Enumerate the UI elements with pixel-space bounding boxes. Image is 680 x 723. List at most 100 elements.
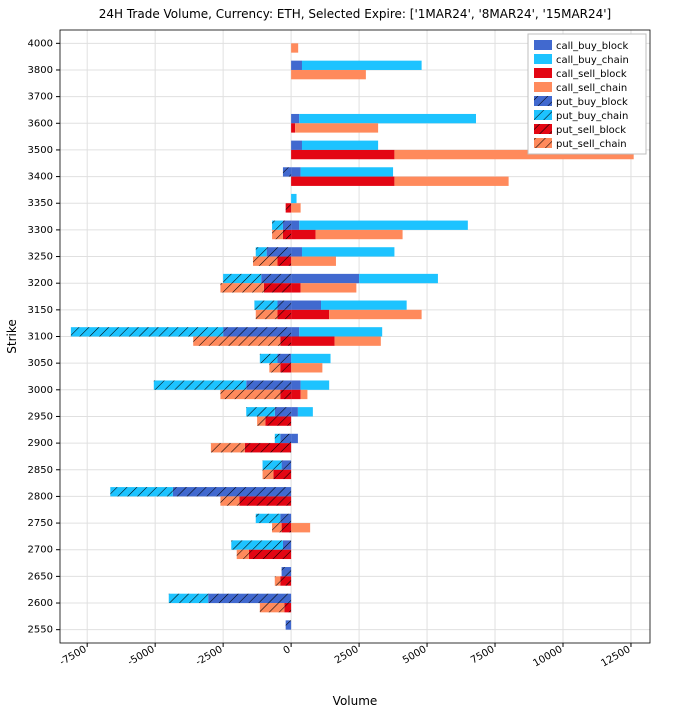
bar-put_buy_chain	[246, 407, 275, 416]
legend-label: call_buy_chain	[556, 55, 629, 66]
ytick-label: 3600	[28, 118, 53, 129]
bar-put_sell_block	[278, 257, 292, 266]
chart-container: 4000380037003600350034003350330032503200…	[0, 0, 680, 723]
legend-label: put_buy_chain	[556, 111, 628, 122]
bar-call_buy_block	[291, 141, 302, 150]
legend-label: call_buy_block	[556, 41, 629, 52]
bar-put_sell_chain	[275, 576, 280, 585]
bar-put_buy_block	[278, 354, 292, 363]
legend-label: call_sell_block	[556, 69, 627, 80]
bar-call_buy_chain	[299, 114, 476, 123]
bar-put_buy_block	[280, 434, 291, 443]
bar-put_buy_chain	[71, 327, 223, 336]
bar-put_buy_block	[282, 567, 292, 576]
bar-put_sell_chain	[220, 390, 280, 399]
bar-call_buy_chain	[298, 407, 313, 416]
bar-call_sell_block	[291, 310, 329, 319]
ytick-label: 2850	[28, 465, 53, 476]
legend-swatch	[534, 110, 552, 120]
bar-put_sell_chain	[220, 283, 264, 292]
bar-put_sell_block	[286, 203, 291, 212]
bar-call_buy_chain	[299, 327, 382, 336]
ytick-label: 3000	[28, 385, 53, 396]
bar-put_sell_chain	[193, 337, 280, 346]
bar-call_sell_block	[291, 123, 295, 132]
bar-call_buy_block	[291, 221, 299, 230]
bar-call_sell_chain	[291, 257, 336, 266]
bar-call_buy_chain	[301, 167, 393, 176]
bar-put_buy_chain	[260, 354, 278, 363]
bar-put_buy_block	[280, 514, 291, 523]
y-axis-label: Strike	[5, 319, 19, 354]
bar-put_buy_block	[261, 274, 291, 283]
bar-call_sell_block	[291, 337, 335, 346]
ytick-label: 3200	[28, 278, 53, 289]
bar-call_buy_block	[291, 114, 299, 123]
bar-put_buy_chain	[254, 301, 277, 310]
bar-put_buy_block	[283, 221, 291, 230]
bar-put_sell_block	[265, 416, 291, 425]
bar-call_buy_block	[291, 301, 321, 310]
bar-put_buy_chain	[110, 487, 173, 496]
bar-put_sell_chain	[260, 603, 284, 612]
bar-call_sell_chain	[291, 43, 298, 52]
bar-put_sell_block	[282, 523, 292, 532]
bar-put_sell_chain	[220, 496, 239, 505]
bar-call_buy_block	[291, 327, 299, 336]
volume-strike-chart: 4000380037003600350034003350330032503200…	[0, 0, 680, 723]
bar-call_buy_chain	[299, 221, 468, 230]
bar-put_buy_block	[283, 167, 291, 176]
bar-put_sell_chain	[272, 523, 282, 532]
ytick-label: 2900	[28, 438, 53, 449]
bar-put_sell_chain	[253, 257, 277, 266]
bar-call_buy_block	[291, 167, 301, 176]
bar-put_sell_block	[284, 603, 291, 612]
ytick-label: 2950	[28, 411, 53, 422]
bar-call_sell_block	[291, 230, 315, 239]
legend-swatch	[534, 40, 552, 50]
ytick-label: 2700	[28, 545, 53, 556]
legend-swatch	[534, 96, 552, 106]
bar-put_sell_block	[249, 550, 291, 559]
xtick-label: 7500	[469, 644, 497, 666]
xtick-label: 10000	[531, 644, 564, 669]
bar-put_buy_chain	[263, 460, 282, 469]
bar-put_buy_chain	[154, 380, 246, 389]
bar-put_buy_block	[286, 620, 291, 629]
ytick-label: 3350	[28, 198, 53, 209]
bar-call_sell_chain	[291, 203, 301, 212]
bar-call_buy_block	[291, 407, 298, 416]
bar-put_sell_chain	[257, 416, 265, 425]
bar-call_sell_chain	[291, 70, 366, 79]
bar-put_buy_chain	[231, 540, 283, 549]
xtick-label: -5000	[126, 644, 157, 668]
bar-put_sell_block	[280, 576, 291, 585]
bar-put_buy_chain	[169, 594, 208, 603]
bar-put_sell_block	[278, 310, 292, 319]
bar-put_sell_chain	[272, 230, 283, 239]
legend-swatch	[534, 82, 552, 92]
bar-put_buy_block	[173, 487, 291, 496]
bar-put_sell_block	[245, 443, 291, 452]
bar-put_sell_chain	[263, 470, 274, 479]
bar-call_sell_block	[291, 390, 301, 399]
bar-call_buy_chain	[321, 301, 407, 310]
bar-call_sell_block	[291, 150, 394, 159]
legend-swatch	[534, 54, 552, 64]
bar-call_sell_chain	[291, 363, 322, 372]
legend-label: put_buy_block	[556, 97, 628, 108]
ytick-label: 3050	[28, 358, 53, 369]
bar-call_sell_chain	[295, 123, 378, 132]
x-axis-label: Volume	[333, 694, 378, 708]
bar-call_buy_block	[291, 434, 298, 443]
bar-call_buy_block	[291, 380, 301, 389]
legend: call_buy_block call_buy_chain call_sell_bl…	[528, 34, 646, 154]
bar-call_buy_chain	[302, 61, 422, 70]
bar-call_sell_block	[291, 283, 301, 292]
bar-put_sell_block	[280, 390, 291, 399]
ytick-label: 2650	[28, 571, 53, 582]
bar-put_buy_chain	[275, 434, 280, 443]
ytick-label: 3100	[28, 332, 53, 343]
ytick-label: 3700	[28, 92, 53, 103]
bar-call_sell_chain	[301, 283, 357, 292]
